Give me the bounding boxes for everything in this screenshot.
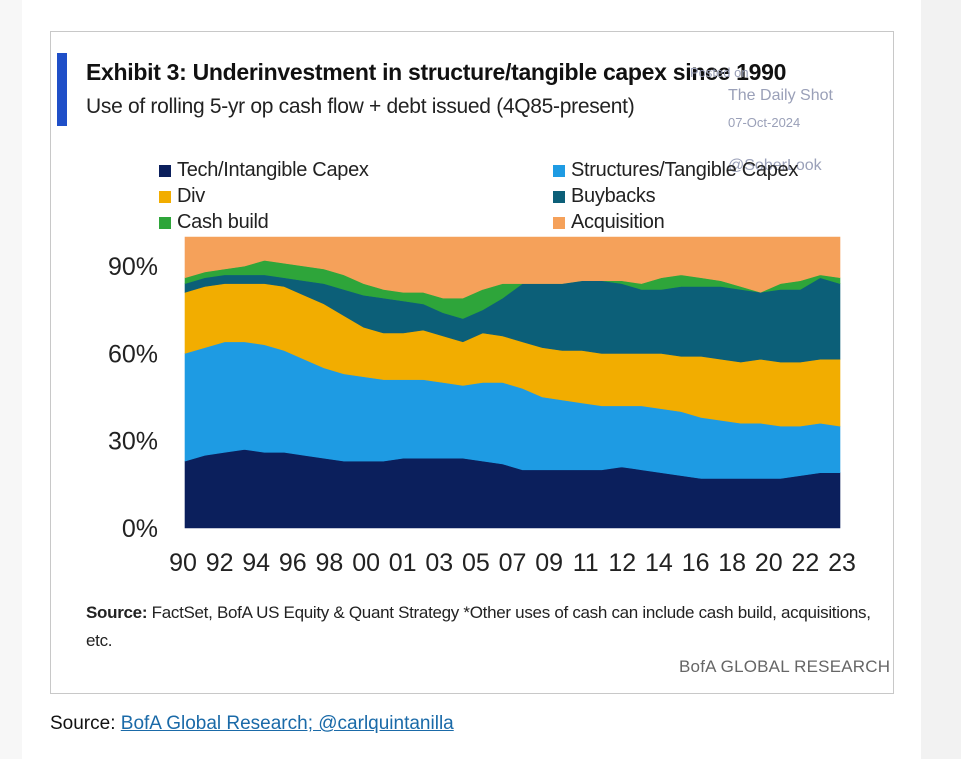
x-tick-label: 14: [645, 549, 673, 572]
x-tick-label: 22: [791, 549, 819, 572]
legend-item-cash-build: Cash build: [159, 211, 269, 234]
x-tick-label: 16: [682, 549, 710, 572]
brand-label: BofA GLOBAL RESEARCH: [679, 657, 891, 676]
x-tick-label: 07: [499, 549, 527, 572]
area-acquisition: [184, 236, 841, 299]
legend-item-buybacks: Buybacks: [553, 185, 656, 208]
y-tick-label: 0%: [122, 515, 158, 543]
x-tick-label: 90: [169, 549, 197, 572]
legend-label: Buybacks: [571, 185, 656, 207]
y-tick-label: 30%: [108, 428, 158, 456]
legend-label: Cash build: [177, 211, 269, 233]
accent-bar: [57, 53, 67, 126]
footnote-text: FactSet, BofA US Equity & Quant Strategy…: [86, 603, 871, 650]
legend-swatch: [159, 216, 171, 229]
watermark-source: The Daily Shot: [728, 87, 833, 104]
footnote-source-label: Source:: [86, 603, 148, 622]
legend-item-div: Div: [159, 185, 205, 208]
legend-swatch: [553, 164, 565, 177]
legend-swatch: [159, 164, 171, 177]
legend-swatch: [553, 190, 565, 203]
x-tick-label: 92: [206, 549, 234, 572]
left-gutter: [0, 0, 22, 759]
x-tick-label: 00: [352, 549, 380, 572]
y-tick-label: 90%: [108, 253, 158, 281]
legend-label: Tech/Intangible Capex: [177, 159, 369, 181]
x-tick-label: 96: [279, 549, 307, 572]
x-tick-label: 01: [389, 549, 417, 572]
x-tick-label: 23: [828, 549, 856, 572]
x-tick-label: 18: [718, 549, 746, 572]
footnote: Source: FactSet, BofA US Equity & Quant …: [86, 599, 876, 655]
page-source-label: Source:: [50, 713, 121, 734]
legend-swatch: [159, 190, 171, 203]
x-tick-label: 98: [315, 549, 343, 572]
legend-label: Structures/Tangible Capex: [571, 159, 799, 181]
watermark-posted: Posted on: [690, 65, 749, 80]
watermark-handle: @SoberLook: [728, 157, 822, 174]
legend-label: Div: [177, 185, 205, 207]
source-link[interactable]: BofA Global Research; @carlquintanilla: [120, 713, 454, 734]
legend-item-structures: Structures/Tangible Capex: [553, 159, 798, 182]
legend-item-acquisition: Acquisition: [553, 211, 665, 234]
stacked-area-chart: 0% 30% 60% 90% 90 92 94 96 98 00 01 03 05 07 09 11 12 14 1…: [108, 236, 856, 572]
legend-label: Acquisition: [571, 211, 665, 233]
x-tick-label: 05: [462, 549, 490, 572]
x-tick-label: 20: [755, 549, 783, 572]
y-tick-label: 60%: [108, 340, 158, 368]
x-tick-label: 11: [573, 549, 599, 572]
x-tick-label: 94: [242, 549, 270, 572]
x-tick-label: 12: [608, 549, 636, 572]
chart-subtitle: Use of rolling 5-yr op cash flow + debt …: [86, 95, 635, 118]
x-tick-label: 03: [425, 549, 453, 572]
chart-title: Exhibit 3: Underinvestment in structure/…: [86, 59, 787, 85]
legend-item-tech: Tech/Intangible Capex: [159, 159, 369, 182]
legend-swatch: [553, 216, 565, 229]
right-gutter: [921, 0, 961, 759]
x-tick-label: 09: [535, 549, 563, 572]
exhibit-frame: Exhibit 3: Underinvestment in structure/…: [50, 31, 894, 694]
watermark-date: 07-Oct-2024: [728, 115, 801, 130]
page-source: Source: BofA Global Research; @carlquint…: [50, 713, 454, 735]
